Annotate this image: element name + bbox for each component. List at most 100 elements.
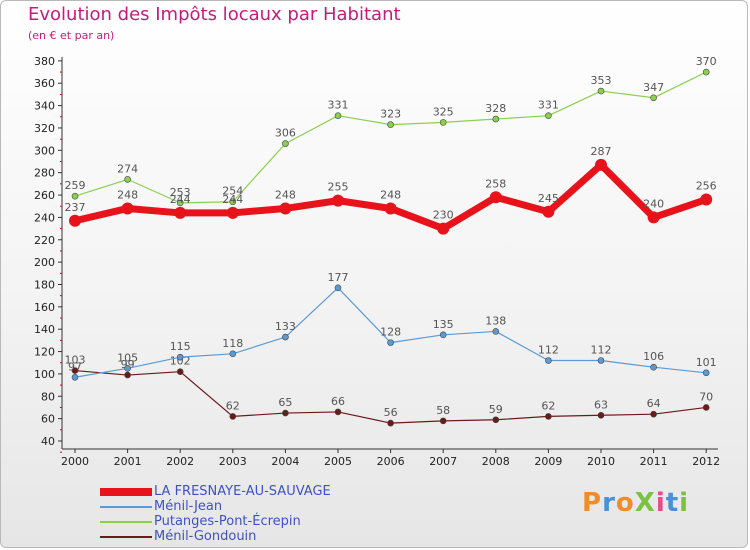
data-point bbox=[650, 94, 657, 102]
data-point bbox=[542, 205, 555, 218]
data-label: 347 bbox=[643, 81, 664, 94]
data-label: 237 bbox=[65, 201, 86, 214]
data-point bbox=[492, 416, 500, 424]
data-label: 259 bbox=[65, 179, 86, 192]
y-tick-label: 320 bbox=[34, 122, 55, 135]
data-point bbox=[334, 408, 342, 416]
x-tick-label: 2009 bbox=[534, 455, 562, 468]
x-tick-label: 2007 bbox=[429, 455, 457, 468]
data-point bbox=[229, 350, 237, 358]
logo-letter: i bbox=[679, 488, 690, 518]
data-point bbox=[387, 419, 394, 427]
data-point bbox=[229, 198, 237, 206]
logo-letter: t bbox=[665, 488, 680, 518]
data-label: 287 bbox=[591, 145, 612, 158]
data-point bbox=[71, 367, 79, 374]
data-point bbox=[650, 410, 657, 418]
data-point bbox=[492, 328, 500, 335]
data-point bbox=[387, 339, 394, 346]
legend-label: Ménil-Jean bbox=[154, 499, 223, 514]
data-label: 248 bbox=[117, 188, 138, 201]
y-tick-label: 140 bbox=[34, 323, 55, 336]
data-label: 323 bbox=[380, 108, 401, 121]
data-label: 56 bbox=[384, 406, 398, 419]
data-point bbox=[597, 357, 605, 364]
data-label: 331 bbox=[538, 99, 559, 112]
data-label: 328 bbox=[485, 102, 506, 115]
data-label: 370 bbox=[696, 55, 717, 68]
data-label: 138 bbox=[485, 314, 506, 327]
y-tick-label: 160 bbox=[34, 301, 55, 314]
y-tick-label: 340 bbox=[34, 100, 55, 113]
data-point bbox=[176, 353, 184, 361]
data-point bbox=[439, 331, 447, 339]
data-label: 118 bbox=[222, 337, 243, 350]
data-point bbox=[545, 357, 552, 364]
data-point bbox=[124, 365, 131, 372]
data-label: 256 bbox=[696, 180, 717, 193]
y-tick-label: 280 bbox=[34, 167, 55, 180]
x-tick-label: 2002 bbox=[166, 455, 194, 468]
data-point bbox=[439, 417, 447, 425]
legend-label: Putanges-Pont-Écrepin bbox=[154, 514, 301, 529]
data-point bbox=[282, 140, 289, 147]
data-label: 70 bbox=[699, 390, 713, 403]
data-point bbox=[597, 411, 605, 419]
data-point bbox=[595, 158, 607, 171]
y-tick-label: 240 bbox=[34, 211, 55, 224]
data-label: 255 bbox=[328, 181, 349, 194]
y-tick-label: 360 bbox=[34, 77, 55, 90]
data-point bbox=[279, 202, 292, 215]
legend-label: LA FRESNAYE-AU-SAUVAGE bbox=[154, 484, 331, 499]
data-point bbox=[702, 404, 710, 411]
data-point bbox=[332, 194, 344, 207]
legend-swatch bbox=[100, 488, 152, 496]
data-label: 64 bbox=[647, 397, 661, 410]
y-tick-label: 200 bbox=[34, 256, 55, 269]
data-point bbox=[124, 371, 131, 379]
data-point bbox=[439, 119, 447, 126]
data-point bbox=[176, 368, 184, 375]
legend-swatch bbox=[100, 506, 152, 508]
data-point bbox=[650, 363, 657, 371]
x-tick-label: 2003 bbox=[219, 455, 247, 468]
data-point bbox=[229, 413, 237, 420]
data-point bbox=[700, 193, 713, 206]
logo-letter: r bbox=[602, 488, 616, 518]
data-label: 274 bbox=[117, 162, 138, 175]
x-tick-label: 2004 bbox=[271, 455, 299, 468]
y-tick-label: 300 bbox=[34, 144, 55, 157]
data-label: 62 bbox=[226, 399, 240, 412]
data-point bbox=[702, 369, 710, 377]
data-label: 105 bbox=[117, 351, 138, 364]
data-label: 115 bbox=[170, 340, 191, 353]
legend-swatch bbox=[100, 536, 152, 538]
data-label: 245 bbox=[538, 192, 559, 205]
legend-label: Ménil-Gondouin bbox=[154, 529, 257, 544]
data-point bbox=[282, 333, 289, 341]
data-label: 325 bbox=[433, 105, 454, 118]
data-point bbox=[492, 115, 500, 123]
x-tick-label: 2012 bbox=[692, 455, 720, 468]
data-label: 306 bbox=[275, 127, 296, 140]
x-tick-label: 2001 bbox=[114, 455, 142, 468]
data-label: 59 bbox=[489, 403, 503, 416]
y-tick-label: 60 bbox=[41, 413, 55, 426]
x-tick-label: 2010 bbox=[587, 455, 615, 468]
data-point bbox=[71, 192, 79, 200]
data-label: 230 bbox=[433, 209, 454, 222]
data-label: 97 bbox=[68, 360, 82, 373]
data-point bbox=[334, 112, 342, 119]
data-point bbox=[176, 199, 184, 207]
x-tick-label: 2000 bbox=[61, 455, 89, 468]
data-label: 248 bbox=[380, 188, 401, 201]
legend-swatch bbox=[100, 521, 152, 523]
data-point bbox=[282, 409, 289, 417]
logo-letter: P bbox=[582, 488, 603, 518]
data-point bbox=[226, 206, 239, 219]
data-label: 254 bbox=[222, 185, 243, 198]
x-tick-label: 2008 bbox=[482, 455, 510, 468]
data-label: 66 bbox=[331, 395, 345, 408]
y-tick-label: 40 bbox=[41, 435, 55, 448]
y-tick-label: 220 bbox=[34, 234, 55, 247]
